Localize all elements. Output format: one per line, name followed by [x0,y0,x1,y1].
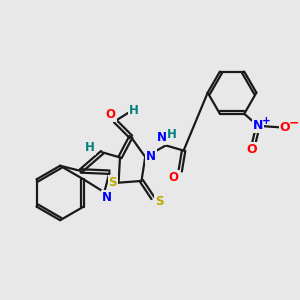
Text: N: N [157,131,166,144]
Text: N: N [146,150,156,164]
Text: H: H [129,104,139,117]
Text: −: − [288,116,299,129]
Text: S: S [109,176,117,189]
Text: N: N [102,191,112,204]
Text: H: H [85,141,95,154]
Text: O: O [106,108,116,121]
Text: N: N [253,119,263,132]
Text: O: O [280,121,290,134]
Text: H: H [167,128,177,141]
Text: O: O [246,143,257,156]
Text: +: + [262,116,270,126]
Text: S: S [155,195,164,208]
Text: O: O [169,171,179,184]
